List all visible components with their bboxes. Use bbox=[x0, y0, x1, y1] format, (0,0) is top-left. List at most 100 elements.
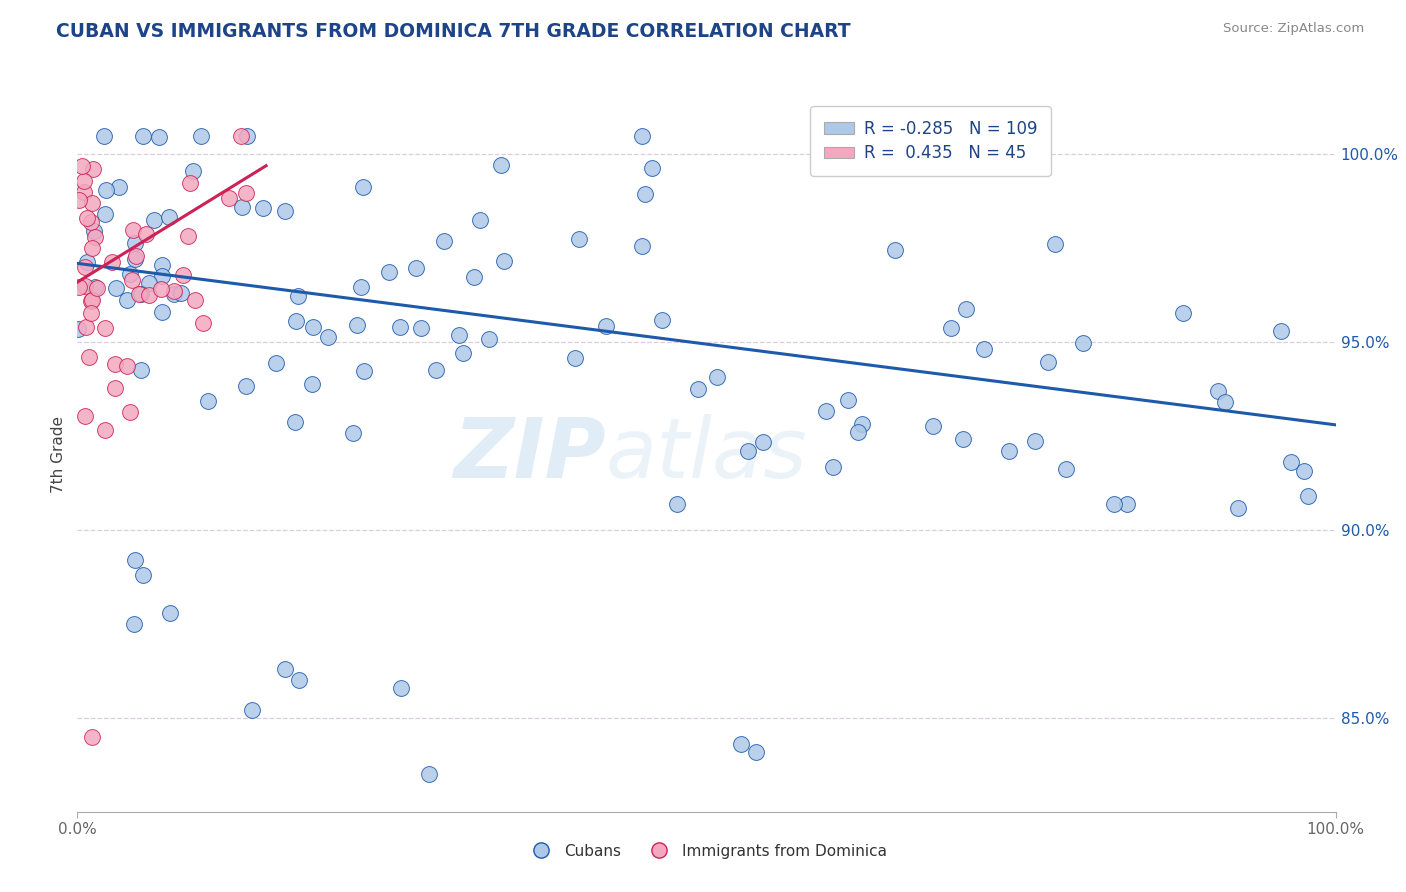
Point bbox=[218, 191, 240, 205]
Point bbox=[124, 249, 146, 263]
Point bbox=[730, 737, 752, 751]
Point bbox=[350, 279, 373, 293]
Point bbox=[76, 211, 98, 226]
Point bbox=[183, 164, 205, 178]
Point bbox=[107, 180, 129, 194]
Point bbox=[190, 128, 212, 143]
Point bbox=[1208, 384, 1230, 399]
Point bbox=[848, 425, 870, 440]
Point bbox=[240, 703, 263, 717]
Point bbox=[129, 363, 152, 377]
Point bbox=[132, 128, 155, 143]
Point bbox=[418, 767, 440, 781]
Point bbox=[184, 293, 207, 308]
Point bbox=[104, 357, 127, 371]
Point bbox=[631, 239, 654, 253]
Point bbox=[821, 459, 844, 474]
Point bbox=[143, 213, 166, 227]
Point bbox=[75, 260, 97, 274]
Point bbox=[121, 223, 143, 237]
Point bbox=[179, 176, 201, 190]
Point bbox=[236, 128, 259, 143]
Point bbox=[353, 363, 375, 377]
Point bbox=[73, 185, 96, 199]
Point bbox=[93, 128, 115, 143]
Point bbox=[86, 281, 108, 295]
Point bbox=[264, 356, 287, 370]
Point bbox=[148, 129, 170, 144]
Point bbox=[425, 363, 447, 377]
Point bbox=[955, 301, 977, 316]
Point bbox=[377, 265, 399, 279]
Point bbox=[973, 343, 995, 357]
Point bbox=[411, 321, 433, 335]
Point bbox=[67, 193, 90, 207]
Point bbox=[706, 370, 728, 384]
Point bbox=[159, 606, 181, 620]
Point bbox=[76, 255, 98, 269]
Point bbox=[686, 382, 709, 396]
Point bbox=[197, 393, 219, 408]
Point bbox=[138, 288, 160, 302]
Point bbox=[952, 432, 974, 446]
Point bbox=[744, 745, 766, 759]
Point bbox=[162, 284, 184, 298]
Point bbox=[172, 268, 194, 282]
Point bbox=[150, 258, 173, 272]
Point bbox=[118, 405, 141, 419]
Point bbox=[132, 568, 155, 582]
Point bbox=[641, 161, 664, 175]
Point bbox=[159, 210, 181, 224]
Point bbox=[129, 286, 152, 301]
Point bbox=[80, 306, 103, 320]
Point bbox=[1038, 355, 1060, 369]
Point bbox=[73, 409, 96, 423]
Point bbox=[666, 497, 689, 511]
Point bbox=[1043, 237, 1066, 252]
Point bbox=[94, 207, 117, 221]
Point bbox=[1102, 497, 1125, 511]
Point bbox=[67, 321, 90, 335]
Point bbox=[1279, 455, 1302, 469]
Point bbox=[1226, 501, 1249, 516]
Point bbox=[252, 201, 274, 215]
Text: ZIP: ZIP bbox=[453, 415, 606, 495]
Point bbox=[128, 287, 150, 301]
Point bbox=[121, 273, 143, 287]
Y-axis label: 7th Grade: 7th Grade bbox=[51, 417, 66, 493]
Point bbox=[997, 444, 1019, 458]
Point bbox=[118, 267, 141, 281]
Point bbox=[82, 241, 104, 255]
Point bbox=[82, 196, 104, 211]
Point bbox=[104, 381, 127, 395]
Point bbox=[346, 318, 368, 333]
Point bbox=[75, 279, 97, 293]
Point bbox=[193, 316, 215, 330]
Point bbox=[124, 235, 146, 250]
Point bbox=[633, 187, 655, 202]
Point bbox=[82, 730, 104, 744]
Point bbox=[235, 186, 257, 200]
Point bbox=[115, 359, 138, 373]
Point bbox=[229, 128, 252, 143]
Point bbox=[150, 305, 173, 319]
Point bbox=[83, 230, 105, 244]
Point bbox=[1270, 324, 1292, 338]
Point bbox=[149, 282, 172, 296]
Point bbox=[124, 252, 146, 266]
Point bbox=[751, 434, 773, 449]
Point bbox=[176, 228, 198, 243]
Point bbox=[1024, 434, 1046, 448]
Text: atlas: atlas bbox=[606, 415, 807, 495]
Point bbox=[1115, 497, 1137, 511]
Point bbox=[884, 243, 907, 257]
Point bbox=[405, 260, 427, 275]
Point bbox=[301, 377, 323, 392]
Point bbox=[288, 673, 311, 688]
Point bbox=[124, 553, 146, 567]
Point bbox=[595, 318, 617, 333]
Point bbox=[93, 423, 115, 437]
Point bbox=[478, 332, 501, 346]
Legend: Cubans, Immigrants from Dominica: Cubans, Immigrants from Dominica bbox=[520, 838, 893, 864]
Point bbox=[564, 351, 586, 365]
